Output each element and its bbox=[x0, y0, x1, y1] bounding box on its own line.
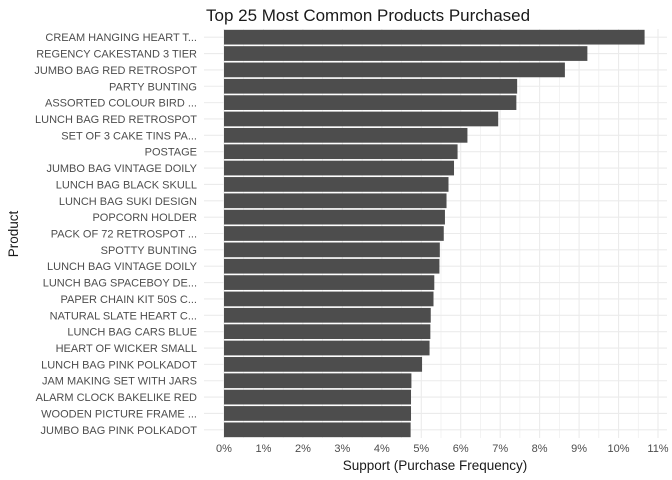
category-label: JUMBO BAG VINTAGE DOILY bbox=[46, 163, 197, 175]
x-tick-label: 0% bbox=[216, 443, 232, 455]
x-tick-label: 2% bbox=[295, 443, 311, 455]
category-label-layer: CREAM HANGING HEART T... REGENCY CAKESTAN… bbox=[34, 32, 197, 437]
x-tick-label: 7% bbox=[492, 443, 508, 455]
bar bbox=[224, 177, 449, 192]
x-tick-label: 5% bbox=[413, 443, 429, 455]
bar bbox=[224, 242, 440, 258]
chart-title: Top 25 Most Common Products Purchased bbox=[206, 6, 530, 25]
x-tick-label: 11% bbox=[647, 443, 668, 455]
bar-layer bbox=[224, 29, 645, 438]
x-axis-title: Support (Purchase Frequency) bbox=[343, 458, 528, 473]
bar bbox=[224, 78, 518, 94]
bar bbox=[224, 29, 645, 45]
bar bbox=[224, 307, 431, 323]
x-tick-label: 6% bbox=[453, 443, 469, 455]
category-label: PACK OF 72 RETROSPOT ... bbox=[51, 229, 197, 241]
category-label: CREAM HANGING HEART T... bbox=[45, 32, 197, 44]
bar bbox=[224, 144, 458, 160]
x-tick-label: 9% bbox=[571, 443, 587, 455]
bar bbox=[224, 389, 412, 405]
category-label: LUNCH BAG CARS BLUE bbox=[67, 327, 197, 339]
bar bbox=[224, 209, 445, 225]
bar bbox=[224, 95, 517, 110]
x-tick-label: 1% bbox=[256, 443, 272, 455]
category-label: PARTY BUNTING bbox=[109, 81, 197, 93]
x-tick-label: 3% bbox=[334, 443, 350, 455]
category-label: POPCORN HOLDER bbox=[92, 212, 197, 224]
bar bbox=[224, 357, 423, 372]
category-label: JUMBO BAG RED RETROSPOT bbox=[34, 65, 197, 77]
category-label: LUNCH BAG RED RETROSPOT bbox=[35, 114, 197, 126]
bar bbox=[224, 193, 447, 209]
y-axis-title: Product bbox=[6, 210, 21, 257]
category-label: LUNCH BAG SPACEBOY DE... bbox=[43, 278, 197, 290]
category-label: SET OF 3 CAKE TINS PA... bbox=[61, 130, 197, 142]
bar bbox=[224, 422, 411, 438]
x-tick-label: 4% bbox=[374, 443, 390, 455]
bar bbox=[224, 324, 431, 340]
category-label: REGENCY CAKESTAND 3 TIER bbox=[36, 49, 197, 61]
category-label: NATURAL SLATE HEART C... bbox=[50, 310, 197, 322]
x-tick-label-layer: 0% 1% 2% 3% 4% 5% 6% 7% 8% 9% 10% 11% bbox=[216, 443, 669, 455]
category-label: LUNCH BAG SUKI DESIGN bbox=[59, 196, 197, 208]
category-label: ASSORTED COLOUR BIRD ... bbox=[45, 98, 197, 110]
category-label: ALARM CLOCK BAKELIKE RED bbox=[36, 392, 197, 404]
bar bbox=[224, 62, 565, 78]
category-label: SPOTTY BUNTING bbox=[101, 245, 197, 257]
category-label: LUNCH BAG BLACK SKULL bbox=[56, 179, 197, 191]
category-label: LUNCH BAG PINK POLKADOT bbox=[41, 359, 197, 371]
bar bbox=[224, 291, 434, 307]
category-label: JUMBO BAG PINK POLKADOT bbox=[41, 425, 198, 437]
category-label: POSTAGE bbox=[145, 147, 197, 159]
x-tick-label: 8% bbox=[532, 443, 548, 455]
category-label: HEART OF WICKER SMALL bbox=[56, 343, 197, 355]
bar bbox=[224, 226, 444, 241]
bar bbox=[224, 258, 440, 274]
category-label: JAM MAKING SET WITH JARS bbox=[42, 376, 197, 388]
bar bbox=[224, 406, 412, 421]
bar bbox=[224, 160, 455, 176]
bar bbox=[224, 127, 468, 143]
category-label: WOODEN PICTURE FRAME ... bbox=[41, 408, 197, 420]
category-label: PAPER CHAIN KIT 50S C... bbox=[60, 294, 197, 306]
bar bbox=[224, 111, 499, 127]
bar bbox=[224, 46, 588, 61]
bar bbox=[224, 373, 412, 389]
category-label: LUNCH BAG VINTAGE DOILY bbox=[47, 261, 198, 273]
bar bbox=[224, 340, 430, 356]
bar bbox=[224, 275, 435, 290]
x-tick-label: 10% bbox=[608, 443, 630, 455]
